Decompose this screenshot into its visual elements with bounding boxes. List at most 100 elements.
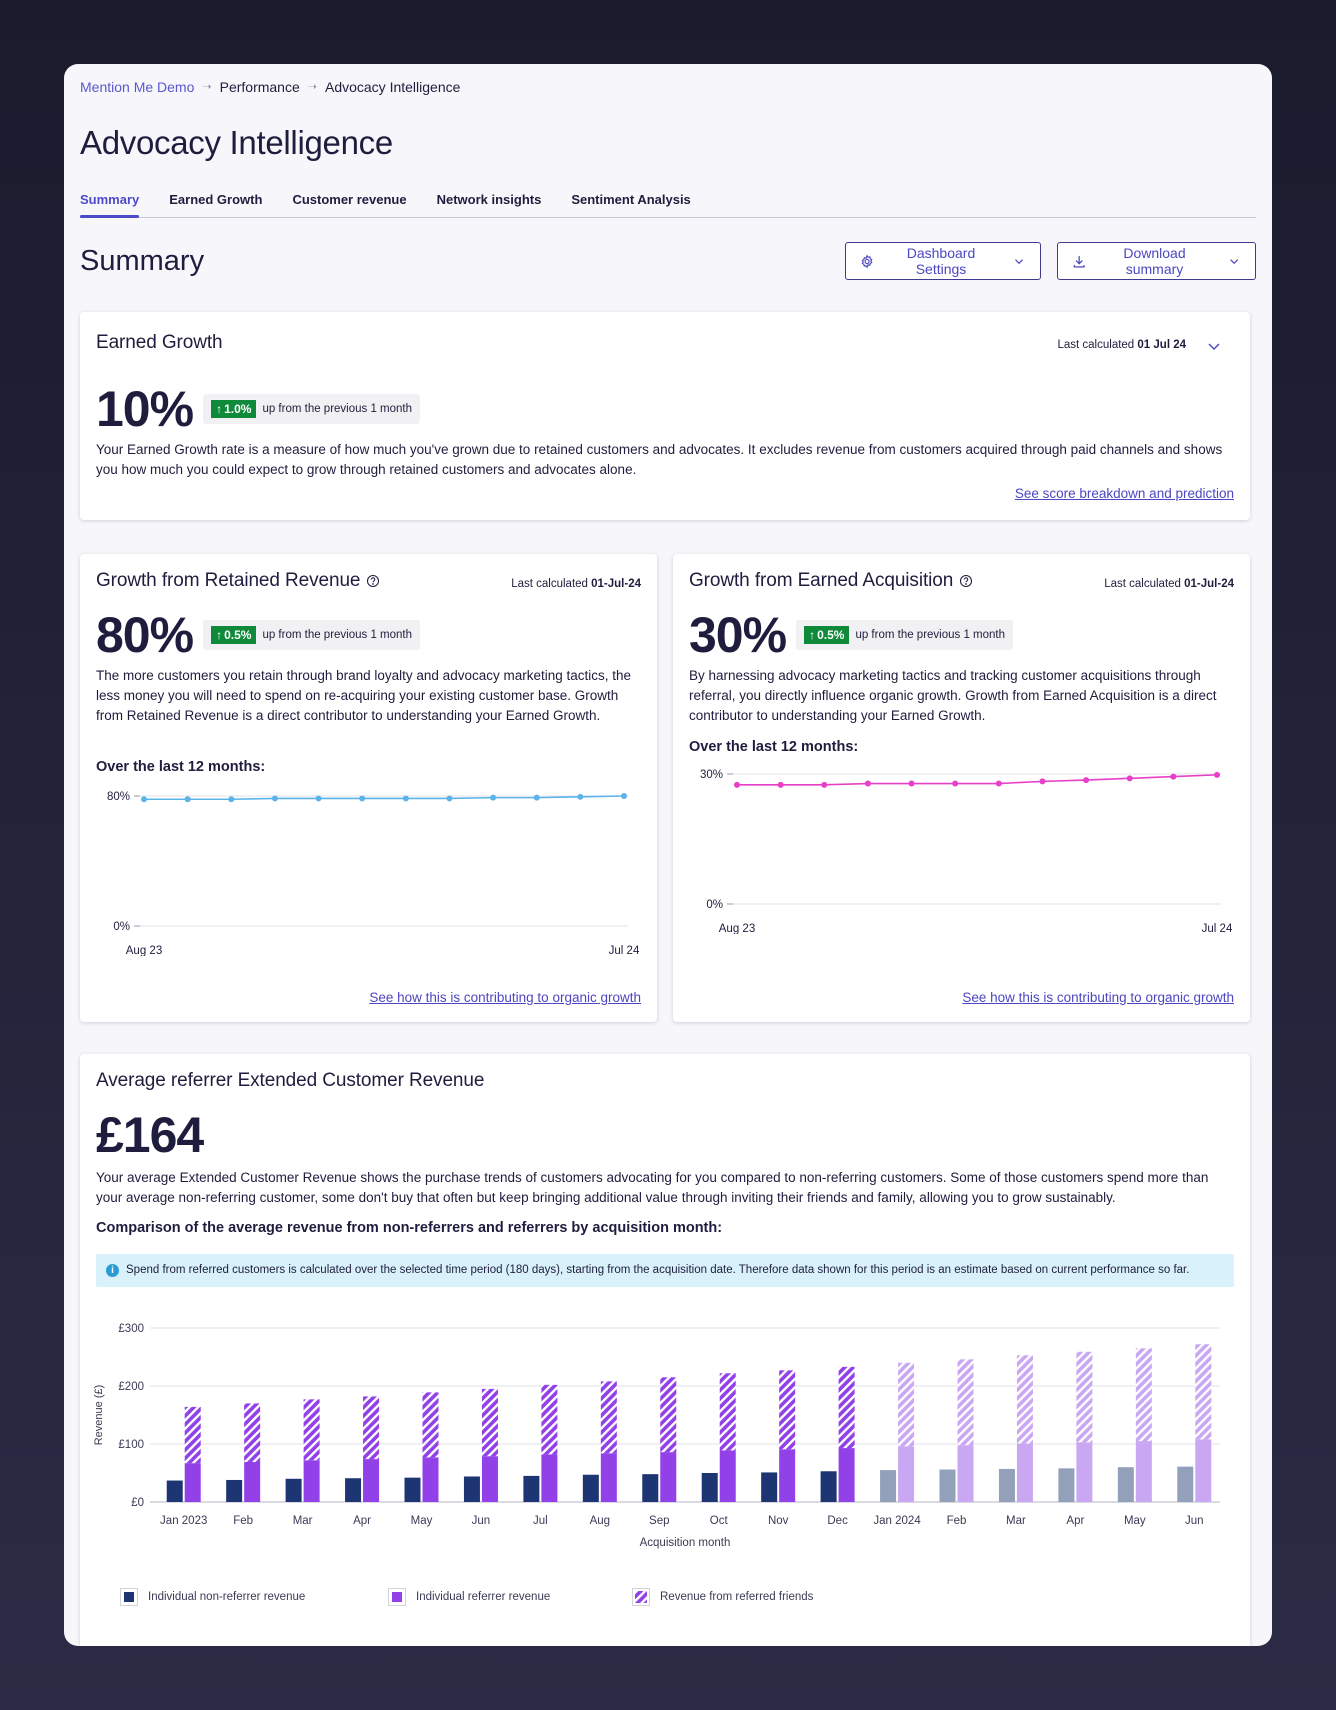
legend-item-referrer[interactable]: Individual referrer revenue xyxy=(388,1588,632,1606)
bar-referred-friends xyxy=(779,1370,796,1450)
up-arrow-icon: ↑ 1.0% xyxy=(211,400,257,418)
bar-referred-friends xyxy=(838,1366,855,1449)
dashboard-settings-label: Dashboard Settings xyxy=(906,245,976,277)
acquisition-organic-growth-link[interactable]: See how this is contributing to organic … xyxy=(962,990,1234,1005)
extended-customer-revenue-card: Average referrer Extended Customer Reven… xyxy=(80,1054,1250,1646)
tab-summary[interactable]: Summary xyxy=(80,186,140,218)
chevron-down-icon xyxy=(1014,258,1023,264)
bar-non-referrer xyxy=(1058,1468,1075,1502)
data-point xyxy=(359,795,366,802)
earned-growth-value: 10% xyxy=(96,381,194,437)
acquisition-last-calculated: Last calculated 01-Jul-24 xyxy=(1104,578,1234,590)
bar-non-referrer xyxy=(701,1473,718,1502)
dashboard-settings-button[interactable]: Dashboard Settings xyxy=(845,242,1041,280)
bar-non-referrer xyxy=(582,1474,599,1502)
bar-non-referrer xyxy=(998,1468,1015,1502)
data-point xyxy=(821,781,828,788)
retained-organic-growth-link[interactable]: See how this is contributing to organic … xyxy=(369,990,641,1005)
bar-referred-friends xyxy=(660,1377,677,1453)
x-tick-label: Mar xyxy=(293,1515,313,1527)
bar-non-referrer xyxy=(166,1480,183,1502)
data-point xyxy=(141,796,147,803)
x-tick-label: Jul xyxy=(533,1515,548,1527)
legend-item-referred-friends[interactable]: Revenue from referred friends xyxy=(632,1588,813,1606)
bar-referred-friends xyxy=(600,1381,617,1454)
retained-last-calculated: Last calculated 01-Jul-24 xyxy=(511,578,641,590)
earned-growth-title: Earned Growth xyxy=(96,332,223,353)
bar-referrer xyxy=(1016,1443,1033,1502)
ecr-title: Average referrer Extended Customer Reven… xyxy=(96,1070,485,1091)
data-point xyxy=(1170,773,1177,780)
bar-referred-friends xyxy=(422,1392,439,1458)
tab-network-insights[interactable]: Network insights xyxy=(436,192,542,207)
bar-non-referrer xyxy=(1117,1467,1134,1502)
chevron-down-icon xyxy=(1229,258,1238,264)
legend-label: Revenue from referred friends xyxy=(660,1591,814,1603)
x-tick-label: Apr xyxy=(1066,1515,1084,1527)
bar-non-referrer xyxy=(820,1471,837,1502)
download-summary-button[interactable]: Download summary xyxy=(1057,242,1256,280)
bar-referrer xyxy=(719,1450,736,1502)
earned-acquisition-title: Growth from Earned Acquisition xyxy=(689,570,973,592)
series-line xyxy=(144,795,625,801)
ecr-legend: Individual non-referrer revenue Individu… xyxy=(120,1588,813,1606)
bar-referrer xyxy=(898,1446,915,1502)
bar-referred-friends xyxy=(719,1373,736,1451)
x-tick-label: Aug xyxy=(590,1515,610,1527)
tab-earned-growth[interactable]: Earned Growth xyxy=(169,192,263,207)
summary-title: Summary xyxy=(80,244,205,277)
x-tick-label: Jan 2023 xyxy=(160,1515,207,1527)
tab-sentiment-analysis[interactable]: Sentiment Analysis xyxy=(571,192,691,207)
earned-growth-last-calculated: Last calculated 01 Jul 24 xyxy=(1057,339,1186,351)
ecr-value: £164 xyxy=(96,1107,204,1163)
bar-referred-friends xyxy=(184,1406,201,1464)
breadcrumb-root-link[interactable]: Mention Me Demo xyxy=(80,78,195,95)
download-summary-label: Download summary xyxy=(1123,245,1186,277)
up-arrow-icon: ↑ 0.5% xyxy=(211,626,257,644)
tab-customer-revenue[interactable]: Customer revenue xyxy=(292,192,407,207)
legend-item-non-referrer[interactable]: Individual non-referrer revenue xyxy=(120,1588,388,1606)
bar-non-referrer xyxy=(226,1479,243,1502)
tab-bar: Summary Earned Growth Customer revenue N… xyxy=(80,186,1256,218)
bar-referrer xyxy=(541,1454,558,1502)
data-point xyxy=(952,780,959,787)
acquisition-delta: ↑ 0.5% up from the previous 1 month xyxy=(796,620,1014,650)
legend-swatch xyxy=(120,1588,138,1606)
bar-referrer xyxy=(244,1461,261,1502)
chevron-down-icon[interactable] xyxy=(1206,338,1222,354)
bar-referred-friends xyxy=(898,1362,915,1447)
bar-non-referrer xyxy=(345,1478,362,1502)
info-icon: i xyxy=(106,1264,119,1277)
bar-referrer xyxy=(363,1459,380,1502)
bar-non-referrer xyxy=(880,1470,897,1502)
legend-swatch xyxy=(632,1588,650,1606)
x-tick-label: Mar xyxy=(1006,1515,1026,1527)
x-tick-label: May xyxy=(411,1515,433,1527)
breadcrumb-current: Advocacy Intelligence xyxy=(324,78,461,95)
x-tick-label: Jun xyxy=(472,1515,491,1527)
y-tick-label: £100 xyxy=(118,1439,144,1451)
data-point xyxy=(621,793,627,799)
ecr-info-text: Spend from referred customers is calcula… xyxy=(126,1264,1190,1276)
data-point xyxy=(577,793,584,800)
y-tick-label: £200 xyxy=(118,1381,144,1393)
x-tick-label: Nov xyxy=(768,1515,789,1527)
retained-delta: ↑ 0.5% up from the previous 1 month xyxy=(203,620,421,650)
retained-revenue-card: Growth from Retained Revenue Last calcul… xyxy=(80,554,657,1022)
data-point xyxy=(402,795,409,802)
data-point xyxy=(864,780,871,787)
data-point xyxy=(533,794,540,801)
score-breakdown-link[interactable]: See score breakdown and prediction xyxy=(1014,486,1234,501)
data-point xyxy=(1039,778,1046,785)
data-point xyxy=(1126,775,1133,782)
up-arrow-icon: ↑ 0.5% xyxy=(804,626,850,644)
breadcrumb-level1[interactable]: Performance xyxy=(219,78,300,95)
bar-referrer xyxy=(660,1452,677,1502)
data-point xyxy=(271,795,278,802)
data-point xyxy=(490,794,497,801)
x-tick-label: Apr xyxy=(353,1515,371,1527)
breadcrumb-arrow-icon: ➝ xyxy=(202,81,212,93)
bar-referred-friends xyxy=(1016,1355,1033,1444)
help-circle-icon[interactable] xyxy=(959,574,973,588)
help-circle-icon[interactable] xyxy=(366,574,380,588)
